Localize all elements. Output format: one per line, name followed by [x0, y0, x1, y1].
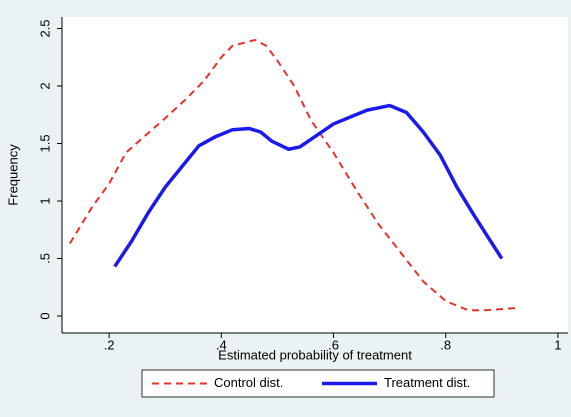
x-tick-label: .2 — [104, 337, 115, 352]
y-axis-label: Frequency — [5, 144, 20, 206]
y-tick-label: 1 — [37, 197, 52, 204]
x-tick-label: .6 — [328, 337, 339, 352]
y-tick-label: 2.5 — [37, 19, 52, 37]
line — [68, 38, 519, 312]
x-axis-label: Estimated probability of treatment — [218, 347, 412, 362]
legend-label: Treatment dist. — [384, 375, 470, 390]
line — [113, 103, 504, 268]
x-tick-label: .8 — [440, 337, 451, 352]
y-tick-label: 1.5 — [37, 134, 52, 152]
x-tick-label: 1 — [554, 337, 561, 352]
y-tick-label: 0 — [37, 312, 52, 319]
y-tick-label: 2 — [37, 82, 52, 89]
x-tick-label: .4 — [216, 337, 227, 352]
y-tick-label: .5 — [37, 253, 52, 264]
plot-area — [62, 17, 568, 333]
legend-label: Control dist. — [214, 375, 283, 390]
